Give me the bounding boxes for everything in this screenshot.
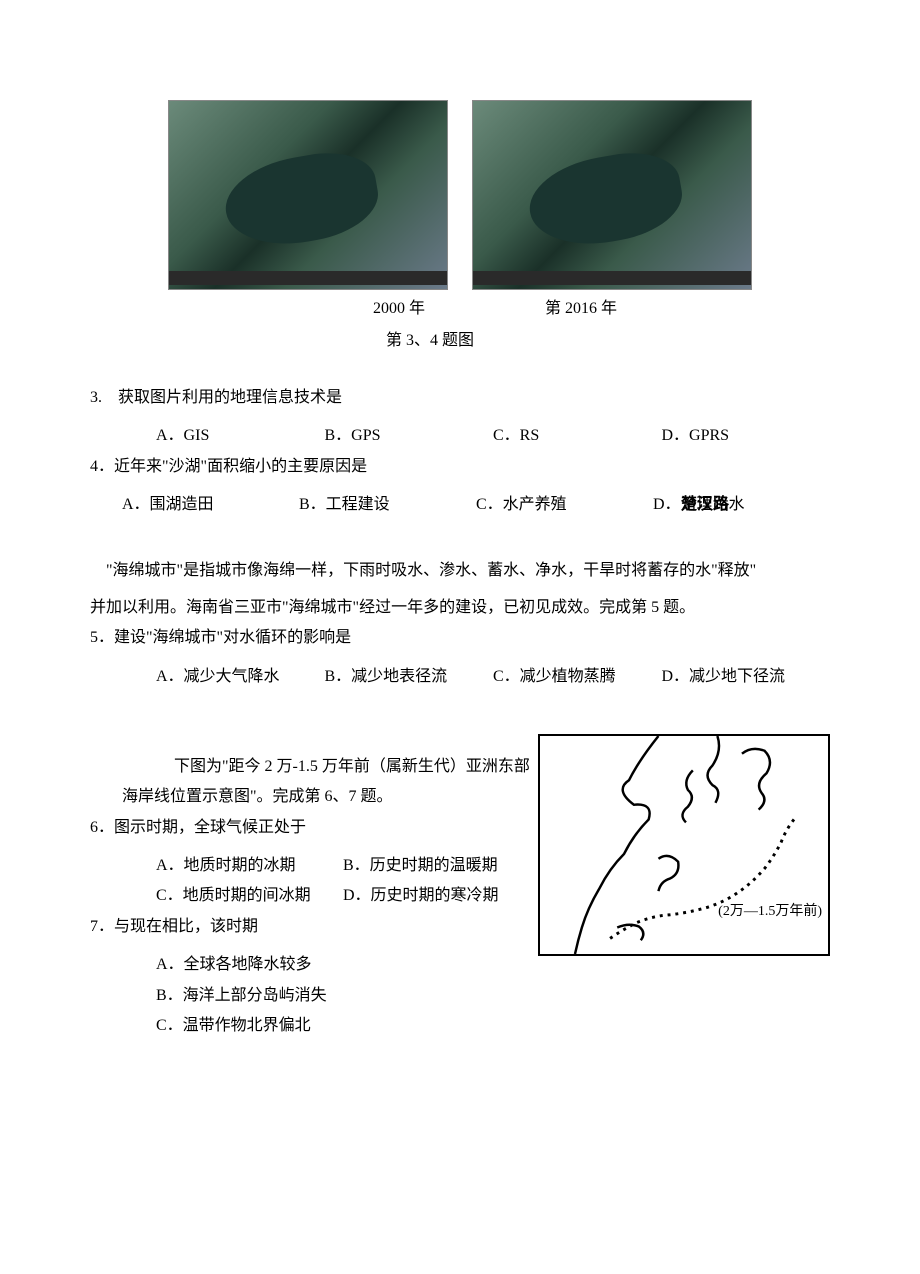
q4-option-d: D．治理污水 楚汉路 [653,490,830,520]
q5-option-d: D．减少地下径流 [662,662,831,692]
satellite-image-2016 [472,100,752,290]
q7-option-b: B．海洋上部分岛屿消失 [90,981,530,1011]
coastline-map: (2万—1.5万年前) [538,734,830,956]
question-5-options: A．减少大气降水 B．减少地表径流 C．减少植物蒸腾 D．减少地下径流 [90,662,830,692]
paragraph-5-line2: 并加以利用。海南省三亚市"海绵城市"经过一年多的建设，已初见成效。完成第 5 题… [90,593,830,623]
satellite-image-row [90,100,830,290]
question-3-options: A．GIS B．GPS C．RS D．GPRS [90,421,830,451]
q7-option-a: A．全球各地降水较多 [90,950,530,980]
q4-option-c: C．水产养殖 [476,490,653,520]
q5-option-c: C．减少植物蒸腾 [493,662,662,692]
caption-right: 第 2016 年 [545,294,617,324]
paragraph-5-line1: "海绵城市"是指城市像海绵一样，下雨时吸水、渗水、蓄水、净水，干旱时将蓄存的水"… [90,556,830,586]
question-6-text: 6．图示时期，全球气候正处于 [90,813,530,843]
question-7-text: 7．与现在相比，该时期 [90,912,530,942]
q4-option-b: B．工程建设 [299,490,476,520]
paragraph-67-line1: 下图为"距今 2 万-1.5 万年前（属新生代）亚洲东部 [90,752,530,782]
question-4-text: 4．近年来"沙湖"面积缩小的主要原因是 [90,452,830,482]
q3-option-c: C．RS [493,421,662,451]
q6-option-b: B．历史时期的温暖期 [343,851,530,881]
map-era-label: (2万—1.5万年前) [718,899,822,926]
overlay-label: 楚汉路 [681,490,729,520]
paragraph-67-line2: 海岸线位置示意图"。完成第 6、7 题。 [90,782,530,812]
q3-option-a: A．GIS [156,421,325,451]
figure-title: 第 3、4 题图 [30,326,830,356]
question-3-text: 3. 获取图片利用的地理信息技术是 [90,383,830,413]
question-4-options: A．围湖造田 B．工程建设 C．水产养殖 D．治理污水 楚汉路 [90,490,830,520]
q7-option-c: C．温带作物北界偏北 [90,1011,530,1041]
q6-option-a: A．地质时期的冰期 [156,851,343,881]
question-5-text: 5．建设"海绵城市"对水循环的影响是 [90,623,830,653]
q4-option-a: A．围湖造田 [122,490,299,520]
q3-option-d: D．GPRS [662,421,831,451]
q3-option-b: B．GPS [325,421,494,451]
q5-option-a: A．减少大气降水 [156,662,325,692]
caption-row: 2000 年 第 2016 年 [90,294,830,324]
caption-left: 2000 年 [373,294,425,324]
q6-option-c: C．地质时期的间冰期 [156,881,343,911]
satellite-image-2000 [168,100,448,290]
q6-option-d: D．历史时期的寒冷期 [343,881,530,911]
q6-row1: A．地质时期的冰期 B．历史时期的温暖期 [90,851,530,881]
q5-option-b: B．减少地表径流 [325,662,494,692]
q6-row2: C．地质时期的间冰期 D．历史时期的寒冷期 [90,881,530,911]
section-q67: (2万—1.5万年前) 下图为"距今 2 万-1.5 万年前（属新生代）亚洲东部… [90,752,830,1042]
